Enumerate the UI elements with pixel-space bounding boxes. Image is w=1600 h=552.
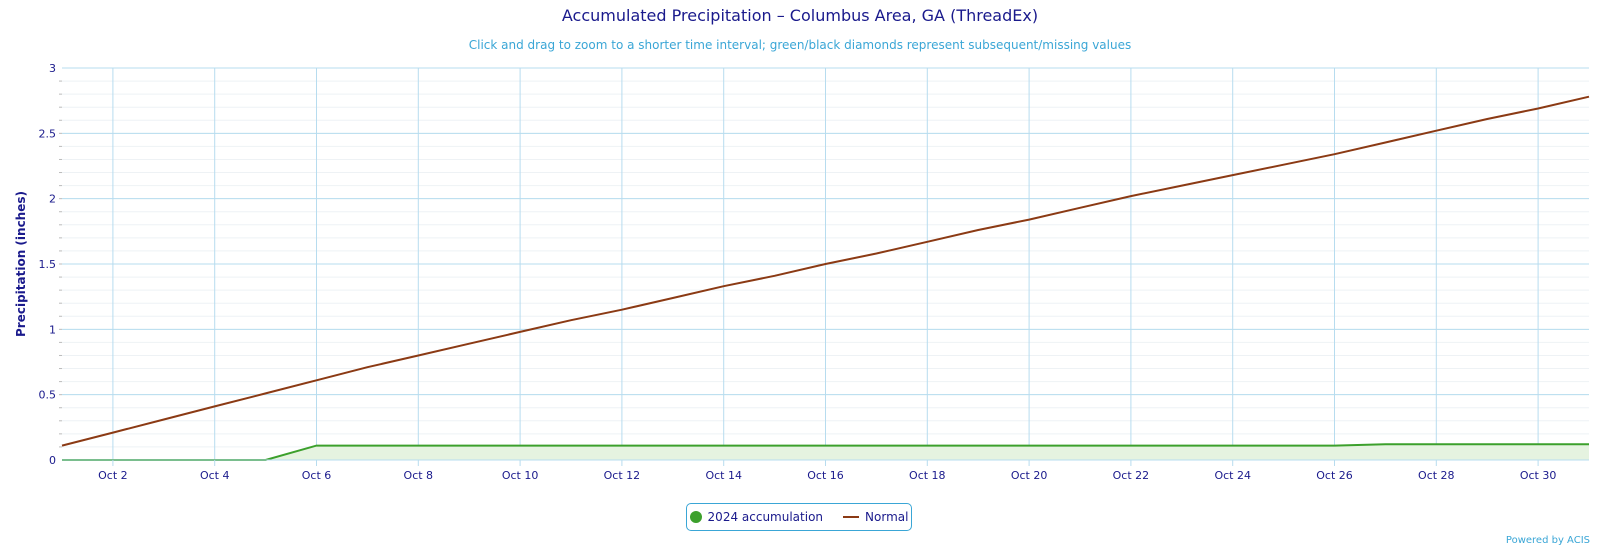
- series-line-2024-accumulation[interactable]: [62, 443, 1589, 461]
- y-tick-label: 0: [49, 454, 56, 467]
- series-line-normal[interactable]: [61, 95, 1590, 447]
- legend-label-accumulation: 2024 accumulation: [707, 510, 824, 524]
- accumulation-fill: [62, 444, 1589, 460]
- x-tick-label: Oct 28: [1418, 469, 1455, 482]
- axes: 0 0.5 1 1.5 2 2.5 3 Oct 2 Oct 4 Oct 6 Oct 8 Oct 10 O…: [39, 62, 1589, 482]
- y-tick-label: 1: [49, 323, 56, 336]
- x-tick-label: Oct 4: [200, 469, 230, 482]
- y-tick-label: 1.5: [39, 258, 57, 271]
- x-tick-label: Oct 16: [807, 469, 844, 482]
- x-tick-label: Oct 22: [1113, 469, 1150, 482]
- x-tick-label: Oct 8: [404, 469, 434, 482]
- x-tick-label: Oct 30: [1520, 469, 1557, 482]
- x-tick-label: Oct 24: [1214, 469, 1251, 482]
- chart-subtitle: Click and drag to zoom to a shorter time…: [468, 38, 1132, 52]
- x-tick-label: Oct 12: [604, 469, 641, 482]
- legend-label-normal: Normal: [865, 510, 909, 524]
- legend-item-normal[interactable]: Normal: [843, 510, 908, 524]
- legend-marker-normal: [843, 516, 860, 518]
- x-tick-label: Oct 26: [1316, 469, 1353, 482]
- y-tick-label: 2.5: [39, 127, 57, 140]
- y-tick-label: 3: [49, 62, 56, 75]
- y-tick-label: 0.5: [39, 389, 57, 402]
- x-tick-label: Oct 6: [302, 469, 332, 482]
- x-tick-label: Oct 18: [909, 469, 946, 482]
- credits-link[interactable]: Powered by ACIS: [1505, 535, 1590, 546]
- legend-item-accumulation[interactable]: 2024 accumulation: [689, 510, 824, 524]
- chart-title: Accumulated Precipitation – Columbus Are…: [561, 6, 1039, 25]
- y-tick-label: 2: [49, 193, 56, 206]
- legend-marker-accumulation: [689, 511, 702, 523]
- y-axis-label: Precipitation (inches): [14, 191, 28, 337]
- accumulation-area: [62, 444, 1589, 460]
- grid: [62, 67, 1589, 461]
- x-tick-label: Oct 20: [1011, 469, 1048, 482]
- legend: 2024 accumulation Normal: [686, 503, 912, 531]
- series: [61, 95, 1590, 461]
- x-tick-label: Oct 2: [98, 469, 128, 482]
- x-tick-label: Oct 10: [502, 469, 539, 482]
- x-tick-label: Oct 14: [705, 469, 742, 482]
